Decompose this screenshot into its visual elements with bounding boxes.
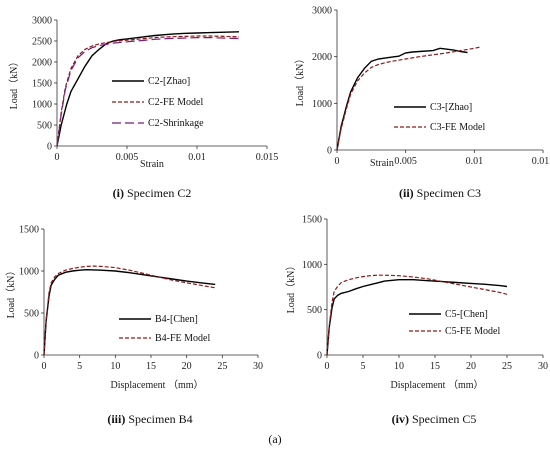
series-line-2 <box>56 35 240 147</box>
x-tick-label: 30 <box>538 361 548 372</box>
y-axis-label: Load（kN） <box>5 266 17 319</box>
y-tick-label: 1500 <box>32 79 52 90</box>
x-tick-label: 5 <box>361 361 366 372</box>
x-tick-label: 15 <box>146 361 156 372</box>
y-tick-label: 0 <box>47 142 52 153</box>
panel-caption-number: (iii) <box>107 412 125 426</box>
panel-caption-number: (ii) <box>399 186 414 200</box>
x-tick-label: 0 <box>325 361 330 372</box>
y-tick-label: 0 <box>34 351 39 362</box>
legend-entry: C2-[Zhao] <box>148 76 190 87</box>
y-tick-label: 3000 <box>312 6 332 17</box>
x-tick-label: 0.005 <box>116 152 139 163</box>
panel-caption-title: Specimen B4 <box>125 412 192 426</box>
legend: C2-[Zhao] C2-FE Model C2-Shrinkage <box>112 76 204 129</box>
series-line-3 <box>56 36 240 147</box>
y-tick-label: 1000 <box>19 267 39 278</box>
legend-entry: C5-FE Model <box>445 326 501 337</box>
panel-caption-title: Specimen C5 <box>409 412 476 426</box>
series-line-1 <box>43 268 216 356</box>
x-tick-label: 0 <box>42 361 47 372</box>
y-tick-label: 1500 <box>19 225 39 236</box>
x-tick-label: 0 <box>55 152 60 163</box>
legend-entry: C2-Shrinkage <box>148 118 204 129</box>
x-axis-label: Displacement （mm） <box>390 379 483 391</box>
x-tick-label: 15 <box>430 361 440 372</box>
series-line-1 <box>326 279 508 356</box>
series-line-1 <box>336 47 468 151</box>
chart-panel-1: 0 500 1000 1500 2000 2500 3000 0 0.005 0.01 0.015 L… <box>8 16 278 201</box>
chart-panel-4: 0 500 1000 1500 0 5 10 15 20 25 30 Load（kN） Displace… <box>285 215 548 427</box>
x-tick-label: 30 <box>253 361 263 372</box>
x-tick-label: 0.015 <box>532 156 550 167</box>
legend: C5-[Chen] C5-FE Model <box>409 309 501 337</box>
x-tick-label: 0.01 <box>466 156 484 167</box>
x-tick-label: 20 <box>182 361 192 372</box>
panel-caption: (iii) Specimen B4 <box>107 412 192 426</box>
y-tick-label: 1000 <box>32 100 52 111</box>
legend-entry: B4-[Chen] <box>155 314 198 325</box>
series-line-1 <box>56 31 240 147</box>
legend-entry: C5-[Chen] <box>445 309 488 320</box>
x-tick-label: 0.005 <box>394 156 417 167</box>
y-tick-label: 3000 <box>32 16 52 27</box>
x-tick-label: 0.01 <box>188 152 206 163</box>
y-axis-label: Load（kN） <box>294 54 306 107</box>
x-tick-label: 25 <box>502 361 512 372</box>
panel-caption: (i) Specimen C2 <box>113 186 192 200</box>
legend: C3-[Zhao] C3-FE Model <box>394 102 486 133</box>
x-tick-label: 25 <box>217 361 227 372</box>
series-line-2 <box>336 46 482 151</box>
panel-caption: (iv) Specimen C5 <box>392 412 477 426</box>
x-tick-label: 5 <box>77 361 82 372</box>
x-tick-label: 10 <box>110 361 120 372</box>
panel-caption-number: (i) <box>113 186 124 200</box>
legend-entry: C3-FE Model <box>430 122 486 133</box>
legend-entry: B4-FE Model <box>155 333 211 344</box>
legend-entry: C2-FE Model <box>148 97 204 108</box>
x-axis-label: Displacement （mm） <box>110 379 203 391</box>
series-line-2 <box>326 274 508 356</box>
legend-entry: C3-[Zhao] <box>430 102 472 113</box>
y-tick-label: 2000 <box>32 58 52 69</box>
x-tick-label: 0.015 <box>256 152 279 163</box>
legend: B4-[Chen] B4-FE Model <box>119 314 211 344</box>
x-tick-label: 20 <box>466 361 476 372</box>
panel-caption-title: Specimen C2 <box>124 186 191 200</box>
x-tick-label: 10 <box>394 361 404 372</box>
panel-caption-number: (iv) <box>392 412 409 426</box>
y-axis-label: Load（kN） <box>8 57 20 110</box>
y-tick-label: 1000 <box>302 260 322 271</box>
y-axis-label: Load（kN） <box>285 261 297 314</box>
x-axis-label: Strain <box>140 159 164 170</box>
panel-caption: (ii) Specimen C3 <box>399 186 481 200</box>
chart-panel-3: 0 500 1000 1500 0 5 10 15 20 25 30 Load（kN） Displace… <box>5 225 263 427</box>
y-tick-label: 2000 <box>312 52 332 63</box>
y-tick-label: 0 <box>327 146 332 157</box>
y-tick-label: 0 <box>317 351 322 362</box>
panel-caption-title: Specimen C3 <box>414 186 481 200</box>
x-tick-label: 0 <box>335 156 340 167</box>
y-tick-label: 500 <box>24 309 39 320</box>
x-axis-label: Strain <box>370 158 394 169</box>
series-line-2 <box>43 265 216 356</box>
chart-panel-2: 0 1000 2000 3000 0 0.005 0.01 0.015 Load（kN） Stra… <box>294 6 550 201</box>
y-tick-label: 2500 <box>32 37 52 48</box>
y-tick-label: 500 <box>37 121 52 132</box>
y-tick-label: 1000 <box>312 99 332 110</box>
y-tick-label: 1500 <box>302 215 322 226</box>
figure-label: (a) <box>268 432 281 446</box>
y-tick-label: 500 <box>307 305 322 316</box>
